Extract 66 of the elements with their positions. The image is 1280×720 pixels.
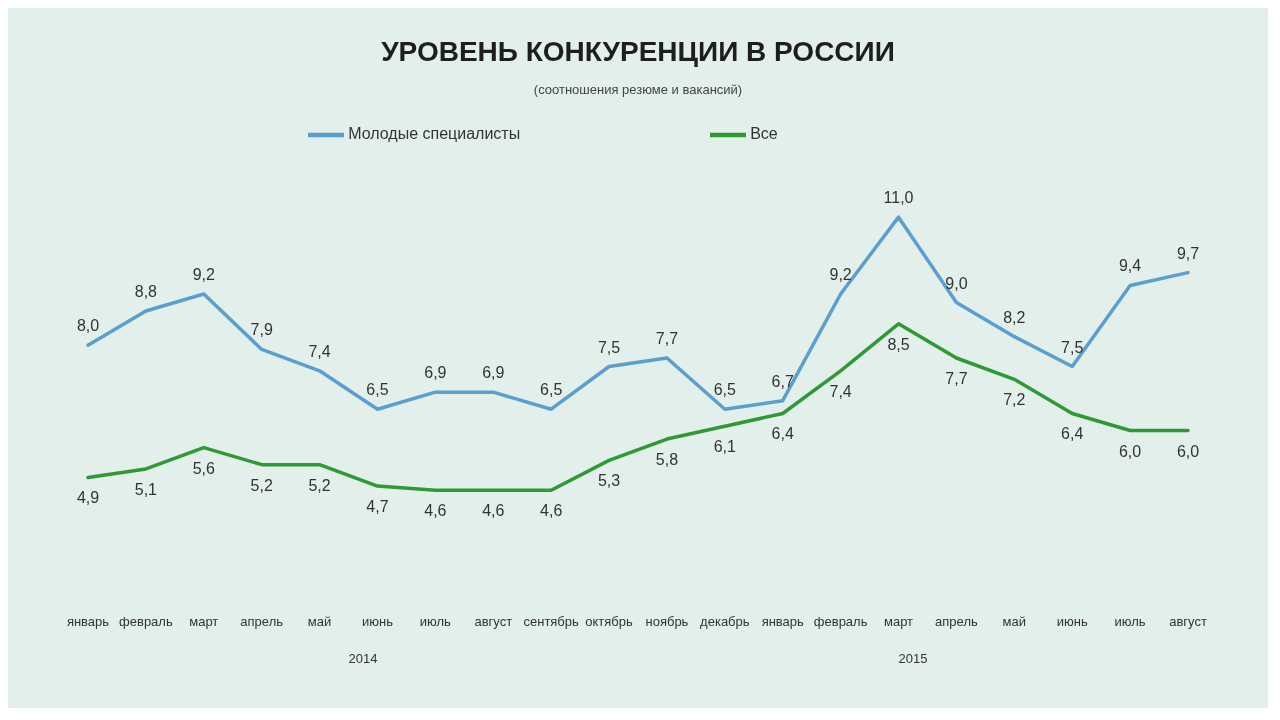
data-label: 9,0 (945, 274, 968, 292)
x-tick-label: январь (66, 614, 110, 630)
data-label: 9,2 (829, 265, 852, 283)
x-tick-label: февраль (119, 614, 173, 630)
x-tick-label: февраль (813, 614, 868, 630)
x-tick-label: август (474, 614, 513, 630)
data-label: 5,3 (597, 472, 621, 490)
data-label: 9,4 (1118, 257, 1142, 275)
data-label: 6,0 (1118, 442, 1142, 460)
data-label: 11,0 (883, 189, 914, 207)
data-label: 4,6 (482, 502, 505, 520)
data-label: 6,5 (713, 381, 737, 399)
x-tick-label: октябрь (585, 614, 634, 630)
x-tick-label: январь (761, 614, 805, 630)
data-label: 7,4 (308, 342, 331, 360)
data-label: 6,5 (540, 381, 563, 399)
data-label: 5,2 (250, 476, 273, 494)
x-tick-label: август (1169, 614, 1207, 630)
data-label: 6,9 (424, 364, 447, 382)
data-label: 7,7 (655, 329, 679, 347)
data-label: 8,5 (887, 335, 910, 353)
data-label: 5,8 (655, 451, 679, 469)
x-tick-label: июль (419, 614, 452, 630)
x-tick-label: март (189, 614, 219, 630)
data-label: 7,5 (1061, 338, 1084, 356)
data-label: 6,9 (482, 364, 505, 382)
data-label: 7,2 (1003, 391, 1026, 409)
x-tick-label: декабрь (700, 614, 750, 630)
data-label: 7,5 (597, 338, 621, 356)
x-tick-label: сентябрь (523, 614, 580, 630)
x-tick-label: апрель (935, 614, 978, 630)
legend-label: Молодые специалисты (348, 125, 521, 143)
data-label: 5,1 (134, 480, 158, 498)
x-tick-label: июль (1114, 614, 1146, 630)
data-label: 4,7 (366, 498, 389, 516)
data-label: 8,2 (1003, 308, 1026, 326)
x-tick-label: июнь (1056, 614, 1088, 630)
data-label: 5,2 (308, 476, 331, 494)
text: 2015 (898, 651, 928, 666)
data-label: 6,1 (713, 438, 737, 456)
chart-subtitle: (соотношения резюме и вакансий) (532, 82, 744, 97)
legend-label: Все (750, 125, 778, 143)
x-tick-label: июнь (361, 614, 394, 630)
x-tick-label: март (883, 614, 914, 630)
data-label: 6,7 (771, 372, 794, 390)
data-label: 8,0 (76, 317, 100, 335)
data-label: 4,9 (76, 489, 100, 507)
x-tick-label: ноябрь (645, 614, 689, 630)
data-label: 4,6 (424, 502, 447, 520)
data-label: 7,9 (250, 321, 273, 339)
chart-title: УРОВЕНЬ КОНКУРЕНЦИИ В РОССИИ (380, 35, 896, 68)
data-label: 6,4 (1061, 425, 1084, 443)
data-label: 7,4 (829, 382, 852, 400)
data-label: 9,7 (1176, 244, 1200, 262)
data-label: 4,6 (540, 502, 563, 520)
data-label: 7,7 (945, 369, 968, 387)
x-tick-label: май (1002, 614, 1027, 630)
x-tick-label: май (307, 614, 332, 630)
data-label: 5,6 (192, 459, 216, 477)
x-tick-label: апрель (240, 614, 284, 630)
text: 2014 (348, 651, 378, 666)
data-label: 8,8 (134, 283, 158, 301)
data-label: 6,4 (771, 425, 794, 443)
data-label: 6,0 (1176, 442, 1200, 460)
data-label: 9,2 (192, 265, 216, 283)
data-label: 6,5 (366, 381, 389, 399)
